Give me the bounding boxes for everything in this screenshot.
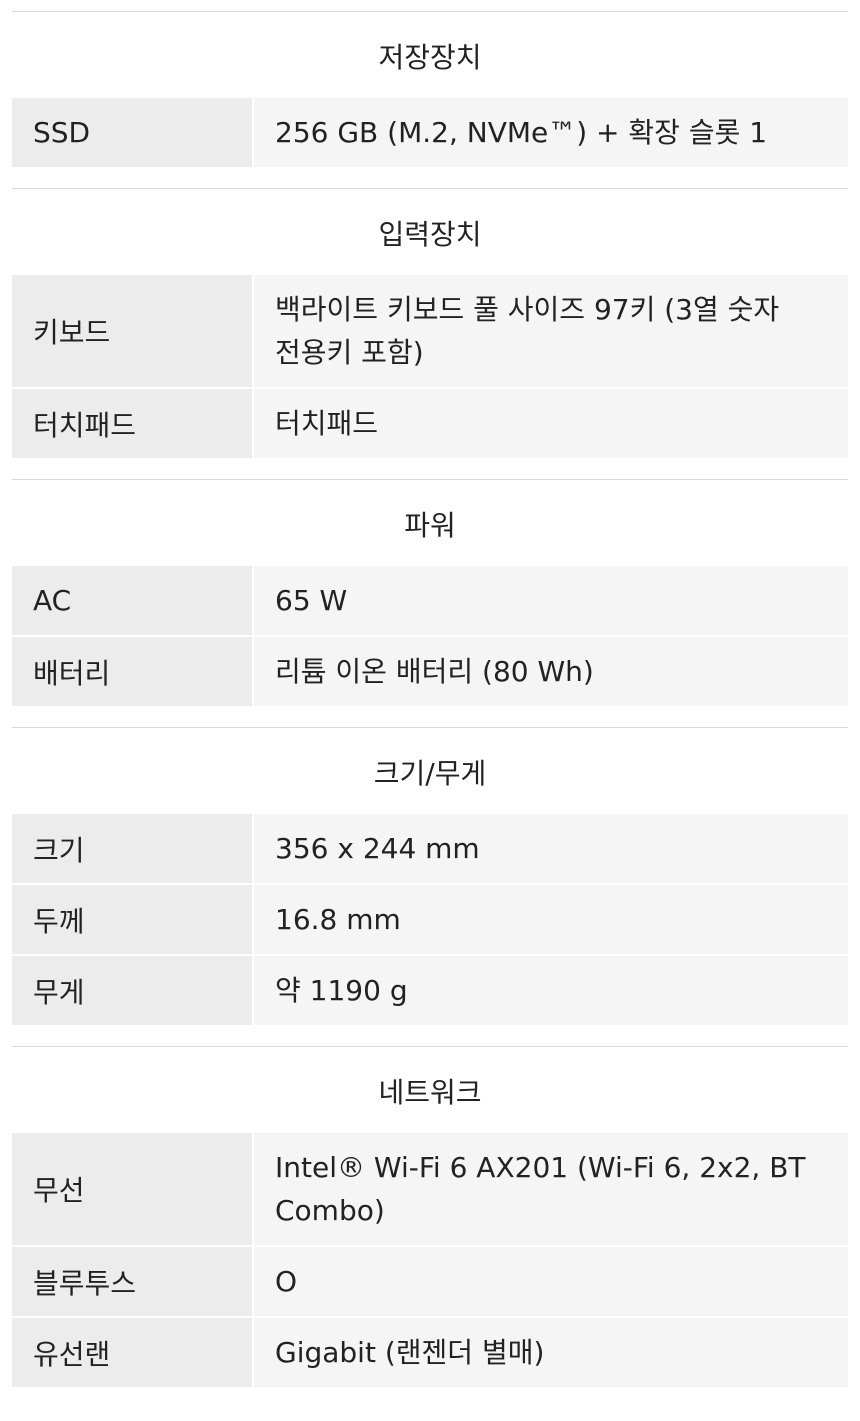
row-value: 백라이트 키보드 풀 사이즈 97키 (3열 숫자 전용키 포함)	[254, 275, 848, 387]
row-label: AC	[12, 566, 252, 635]
section-power: 파워 AC 65 W 배터리 리튬 이온 배터리 (80 Wh)	[12, 479, 848, 706]
section-title: 저장장치	[378, 41, 482, 74]
table-row: 키보드 백라이트 키보드 풀 사이즈 97키 (3열 숫자 전용키 포함)	[12, 275, 848, 387]
section-title: 입력장치	[378, 218, 482, 251]
row-value: 약 1190 g	[254, 956, 848, 1025]
row-label: 무게	[12, 956, 252, 1025]
section-storage: 저장장치 SSD 256 GB (M.2, NVMe™) + 확장 슬롯 1	[12, 11, 848, 167]
row-label: 키보드	[12, 275, 252, 387]
row-value: O	[254, 1247, 848, 1316]
table-row: 터치패드 터치패드	[12, 389, 848, 458]
row-value: 356 x 244 mm	[254, 814, 848, 883]
row-value: 리튬 이온 배터리 (80 Wh)	[254, 637, 848, 706]
row-value: Intel® Wi-Fi 6 AX201 (Wi-Fi 6, 2x2, BT C…	[254, 1133, 848, 1245]
table-row: AC 65 W	[12, 566, 848, 635]
table-row: 배터리 리튬 이온 배터리 (80 Wh)	[12, 637, 848, 706]
table-row: 무선 Intel® Wi-Fi 6 AX201 (Wi-Fi 6, 2x2, B…	[12, 1133, 848, 1245]
row-label: 배터리	[12, 637, 252, 706]
section-title: 파워	[404, 509, 456, 542]
section-title: 크기/무게	[373, 757, 487, 790]
row-label: 무선	[12, 1133, 252, 1245]
row-label: SSD	[12, 98, 252, 167]
table-row: 크기 356 x 244 mm	[12, 814, 848, 883]
section-input: 입력장치 키보드 백라이트 키보드 풀 사이즈 97키 (3열 숫자 전용키 포…	[12, 188, 848, 458]
table-row: 두께 16.8 mm	[12, 885, 848, 954]
section-size-weight: 크기/무게 크기 356 x 244 mm 두께 16.8 mm 무게 약 11…	[12, 727, 848, 1025]
table-row: SSD 256 GB (M.2, NVMe™) + 확장 슬롯 1	[12, 98, 848, 167]
row-value: 16.8 mm	[254, 885, 848, 954]
row-label: 블루투스	[12, 1247, 252, 1316]
row-label: 크기	[12, 814, 252, 883]
row-label: 유선랜	[12, 1318, 252, 1387]
row-value: 65 W	[254, 566, 848, 635]
spec-table: 저장장치 SSD 256 GB (M.2, NVMe™) + 확장 슬롯 1 입…	[0, 11, 860, 1387]
row-label: 두께	[12, 885, 252, 954]
section-network: 네트워크 무선 Intel® Wi-Fi 6 AX201 (Wi-Fi 6, 2…	[12, 1046, 848, 1387]
row-value: Gigabit (랜젠더 별매)	[254, 1318, 848, 1387]
row-value: 터치패드	[254, 389, 848, 458]
row-label: 터치패드	[12, 389, 252, 458]
table-row: 유선랜 Gigabit (랜젠더 별매)	[12, 1318, 848, 1387]
table-row: 블루투스 O	[12, 1247, 848, 1316]
table-row: 무게 약 1190 g	[12, 956, 848, 1025]
row-value: 256 GB (M.2, NVMe™) + 확장 슬롯 1	[254, 98, 848, 167]
section-title: 네트워크	[378, 1076, 482, 1109]
